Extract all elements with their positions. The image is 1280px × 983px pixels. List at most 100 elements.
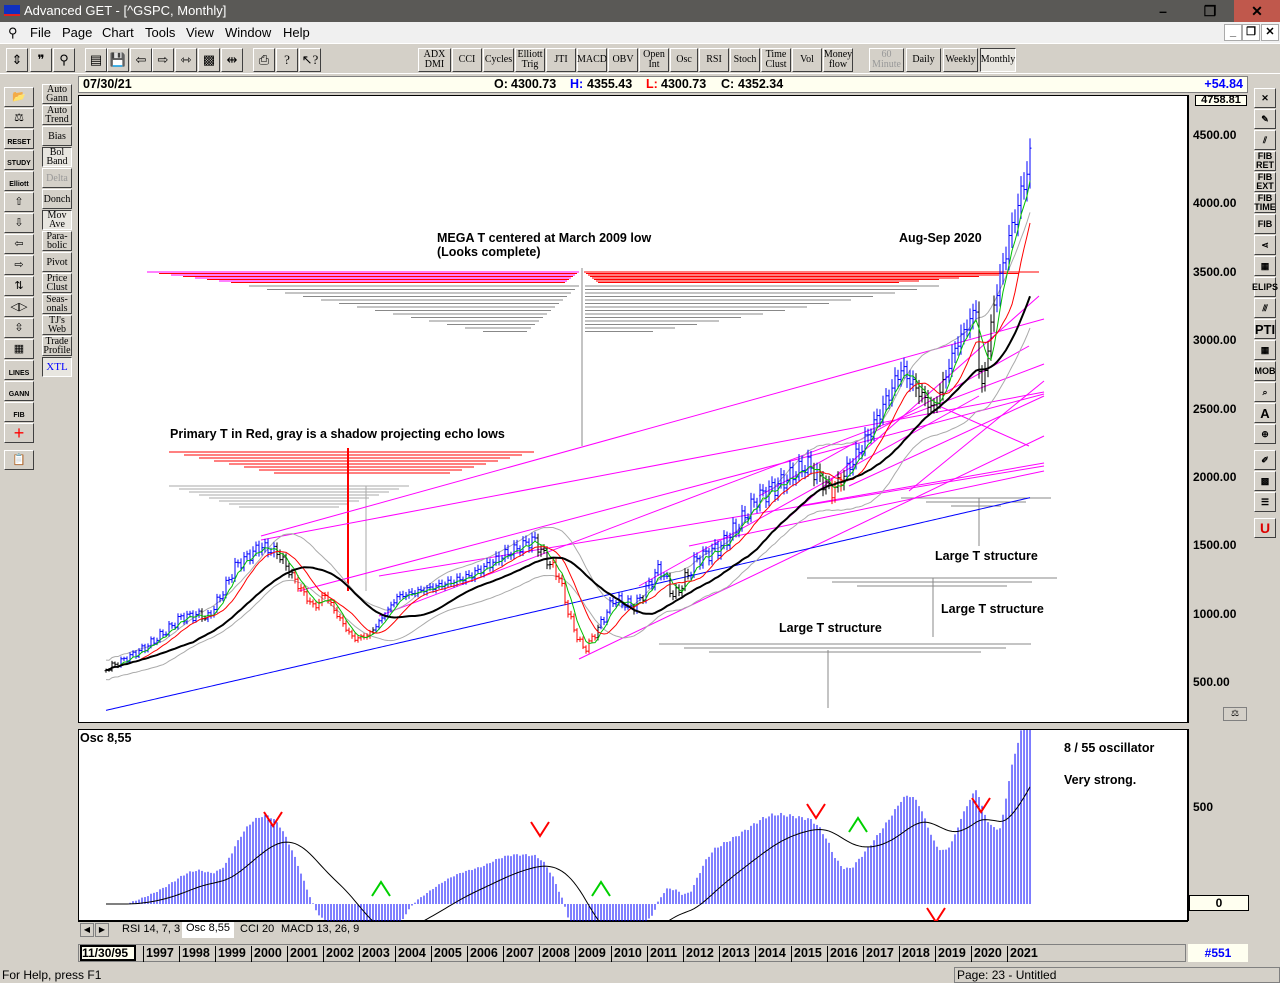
menu-tools[interactable]: Tools [145,25,176,40]
maximize-button[interactable]: ❐ [1203,3,1217,19]
quote-button[interactable]: ❞ [30,48,52,72]
menu-file[interactable]: File [30,25,51,40]
tab-scroll-left[interactable]: ◀ [80,923,94,937]
arrow-left-tool-button[interactable]: ⇦ [4,234,34,254]
time-axis[interactable]: 11/30/95 1997 1998 1999 2000 2001 2002 2003 200… [78,944,1186,962]
scale-icon[interactable]: ⚖ [1223,707,1247,721]
timeframe-weekly-button[interactable]: Weekly [943,48,978,72]
indicator-elliott-trig-button[interactable]: Elliott Trig [515,48,545,72]
context-help-button[interactable]: ↖? [299,48,321,72]
indicator-time-clust-button[interactable]: Time Clust [761,48,791,72]
pti-tool-button[interactable]: PTI [1254,319,1276,339]
arrow-up-tool-button[interactable]: ⇧ [4,192,34,212]
gann-tool-button[interactable]: GANN [4,381,34,401]
crosshair-tool-button[interactable]: + [4,423,34,443]
eraser-tool-button[interactable]: ✐ [1254,450,1276,470]
study-bol-band-button[interactable]: Bol Band [42,147,72,167]
elliott-tool-button[interactable]: Elliott [4,171,34,191]
study-tool-button[interactable]: STUDY [4,150,34,170]
zoom-button[interactable]: ⚲ [53,48,75,72]
study-para-bolic-button[interactable]: Para-bolic [42,231,72,251]
fib-arc-tool-button[interactable]: FIB [1254,214,1276,234]
split-button[interactable]: ⇿ [175,48,197,72]
price-chart[interactable]: MEGA T centered at March 2009 low (Looks… [78,95,1188,723]
oscillator-panel[interactable]: Osc 8,55 8 / 55 oscillator Very strong. [78,729,1188,922]
expand-vertical-tool-button[interactable]: ⇳ [4,318,34,338]
menu-view[interactable]: View [186,25,214,40]
indicator-adx-dmi-button[interactable]: ADX DMI [418,48,451,72]
study-delta-button[interactable]: Delta [42,168,72,188]
study-mov-ave-button[interactable]: Mov Ave [42,210,72,230]
indicator-osc-button[interactable]: Osc [670,48,698,72]
zoom-tool-button[interactable]: ⊕ [1254,424,1276,444]
mdi-minimize-button[interactable]: _ [1224,24,1242,41]
close-tool-button[interactable]: ✕ [1254,88,1276,108]
merge-button[interactable]: ⇹ [221,48,243,72]
indicator-stoch-button[interactable]: Stoch [730,48,760,72]
fib-ext-tool-button[interactable]: FIB EXT [1254,172,1276,192]
minimize-button[interactable]: – [1159,3,1167,19]
study-pivot-button[interactable]: Pivot [42,252,72,272]
menu-window[interactable]: Window [225,25,272,40]
tab-scroll-right[interactable]: ▶ [95,923,109,937]
indicator-macd-button[interactable]: MACD [577,48,607,72]
indicator-cycles-button[interactable]: Cycles [483,48,514,72]
study-xtl-button[interactable]: XTL [42,357,72,377]
open-folder-tool-button[interactable]: 📂 [4,87,34,107]
close-button[interactable]: ✕ [1234,0,1280,22]
timeframe-monthly-button[interactable]: Monthly [980,48,1016,72]
fib-time-tool-button[interactable]: FIB TIME [1254,193,1276,213]
fib-ret-tool-button[interactable]: FIB RET [1254,151,1276,171]
list-tool-button[interactable]: ☰ [1254,492,1276,512]
study-auto-gann-button[interactable]: Auto Gann [42,84,72,104]
forward-button[interactable]: ⇨ [152,48,174,72]
tab-osc[interactable]: Osc 8,55 [182,922,235,938]
properties-tool-button[interactable]: 📋 [4,450,34,470]
parallel-lines-tool-button[interactable]: ⫽ [1254,130,1276,150]
help-button[interactable]: ? [276,48,298,72]
magnet-tool-button[interactable]: U [1254,518,1276,538]
arrow-right-tool-button[interactable]: ⇨ [4,255,34,275]
fan-tool-button[interactable]: ⋖ [1254,235,1276,255]
study-auto-trend-button[interactable]: Auto Trend [42,105,72,125]
oscillator-axis[interactable]: 500 0 [1188,729,1249,921]
scale-tool-button[interactable]: ⚖ [4,108,34,128]
study-tj-s-web-button[interactable]: TJ's Web [42,315,72,335]
study-bias-button[interactable]: Bias [42,126,72,146]
tab-cci[interactable]: CCI 20 [240,923,275,935]
timeframe-daily-button[interactable]: Daily [906,48,941,72]
elips-tool-button[interactable]: ELIPS [1252,277,1278,297]
study-price-clust-button[interactable]: Price Clust [42,273,72,293]
menu-chart[interactable]: Chart [102,25,134,40]
timeframe-60-minute-button[interactable]: 60 Minute [869,48,904,72]
zoom-time-tool-button[interactable]: ⌕ [1254,382,1276,402]
a-tool-button[interactable]: A [1254,403,1276,423]
compress-tool-button[interactable]: ⇅ [4,276,34,296]
indicator-rsi-button[interactable]: RSI [699,48,729,72]
mob-tool-button[interactable]: MOB [1254,361,1276,381]
disabled-button[interactable]: ▩ [198,48,220,72]
study-trade-profile-button[interactable]: Trade Profile [42,336,72,356]
indicator-vol-button[interactable]: Vol [792,48,822,72]
price-axis[interactable]: 4758.81 4500.00 4000.00 3500.00 3000.00 2500… [1188,95,1248,723]
channel-tool-button[interactable]: ⫻ [1254,298,1276,318]
new-page-button[interactable]: ▤ [85,48,107,72]
pencil-tool-button[interactable]: ✎ [1254,109,1276,129]
study-seas-onals-button[interactable]: Seas-onals [42,294,72,314]
indicator-obv-button[interactable]: OBV [608,48,638,72]
indicator-cci-button[interactable]: CCI [452,48,482,72]
print-button[interactable]: ⎙ [253,48,275,72]
expand-horizontal-tool-button[interactable]: ◁▷ [4,297,34,317]
lines-tool-button[interactable]: LINES [4,360,34,380]
tab-macd[interactable]: MACD 13, 26, 9 [281,923,360,935]
tab-rsi[interactable]: RSI 14, 7, 3 [122,923,181,935]
indicator-money-flow-button[interactable]: Money flow [823,48,853,72]
mdi-close-button[interactable]: ✕ [1261,24,1279,41]
arrow-down-tool-button[interactable]: ⇩ [4,213,34,233]
menu-page[interactable]: Page [62,25,93,40]
save-button[interactable]: 💾 [107,48,129,72]
indicator-jti-button[interactable]: JTI [546,48,576,72]
grid-tool-button[interactable]: ▦ [4,339,34,359]
menu-help[interactable]: Help [283,25,310,40]
pattern-tool-button[interactable]: ▩ [1254,471,1276,491]
